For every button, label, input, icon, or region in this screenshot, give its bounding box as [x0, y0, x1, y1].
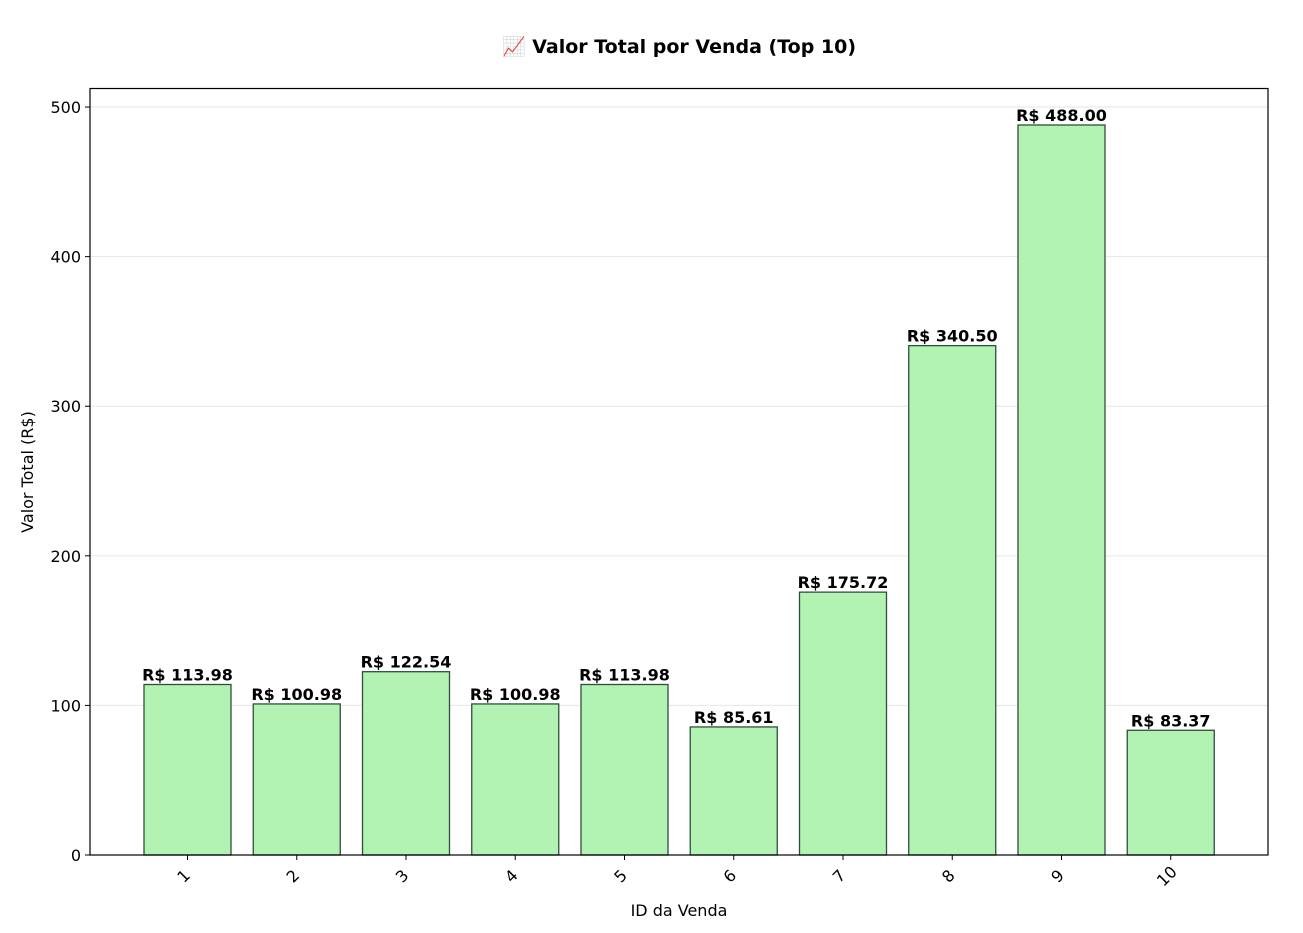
x-tick-label: 6 [720, 866, 741, 887]
y-tick-label: 0 [71, 846, 81, 865]
bar-1 [143, 683, 232, 856]
bar-5 [580, 683, 669, 856]
data-label: R$ 175.72 [798, 573, 889, 592]
data-label: R$ 113.98 [579, 665, 670, 684]
chart-title: 📈 Valor Total por Venda (Top 10) [502, 35, 856, 58]
data-label: R$ 85.61 [694, 708, 774, 727]
data-label: R$ 488.00 [1016, 106, 1107, 125]
bars [143, 124, 1215, 856]
x-tick-label: 10 [1153, 862, 1181, 890]
x-axis-label: ID da Venda [631, 901, 728, 920]
y-tick-label: 400 [50, 248, 81, 267]
y-tick-label: 500 [50, 98, 81, 117]
x-tick-label: 1 [173, 866, 194, 887]
bar-7 [798, 591, 888, 856]
x-tick-label: 5 [610, 866, 631, 887]
y-tick-label: 300 [50, 397, 81, 416]
x-tick-label: 4 [501, 866, 522, 887]
bar-10 [1126, 729, 1215, 856]
y-tick-label: 100 [50, 696, 81, 715]
data-label: R$ 100.98 [470, 685, 561, 704]
x-tick-label: 9 [1047, 866, 1068, 887]
bar-9 [1017, 124, 1106, 856]
x-tick-label: 7 [829, 866, 850, 887]
data-label: R$ 340.50 [907, 327, 998, 346]
data-label: R$ 100.98 [251, 685, 342, 704]
y-axis-ticks: 0 100 200 300 400 500 [50, 98, 90, 865]
bar-4 [471, 703, 560, 856]
data-label: R$ 113.98 [142, 665, 233, 684]
plot-frame [89, 87, 1269, 856]
bar-8 [908, 344, 997, 856]
data-labels: R$ 113.98 R$ 100.98 R$ 122.54 R$ 100.98 R$ 1… [142, 106, 1210, 730]
data-label: R$ 83.37 [1131, 711, 1211, 730]
data-label: R$ 122.54 [361, 653, 452, 672]
y-tick-label: 200 [50, 547, 81, 566]
bar-6 [689, 726, 778, 856]
bar-3 [361, 671, 451, 856]
x-tick-label: 3 [392, 866, 413, 887]
bar-2 [252, 703, 341, 856]
y-axis-label: Valor Total (R$) [18, 411, 37, 533]
x-axis-ticks: 1 2 3 4 5 6 7 8 9 10 [173, 855, 1181, 890]
x-tick-label: 8 [938, 866, 959, 887]
x-tick-label: 2 [283, 866, 304, 887]
